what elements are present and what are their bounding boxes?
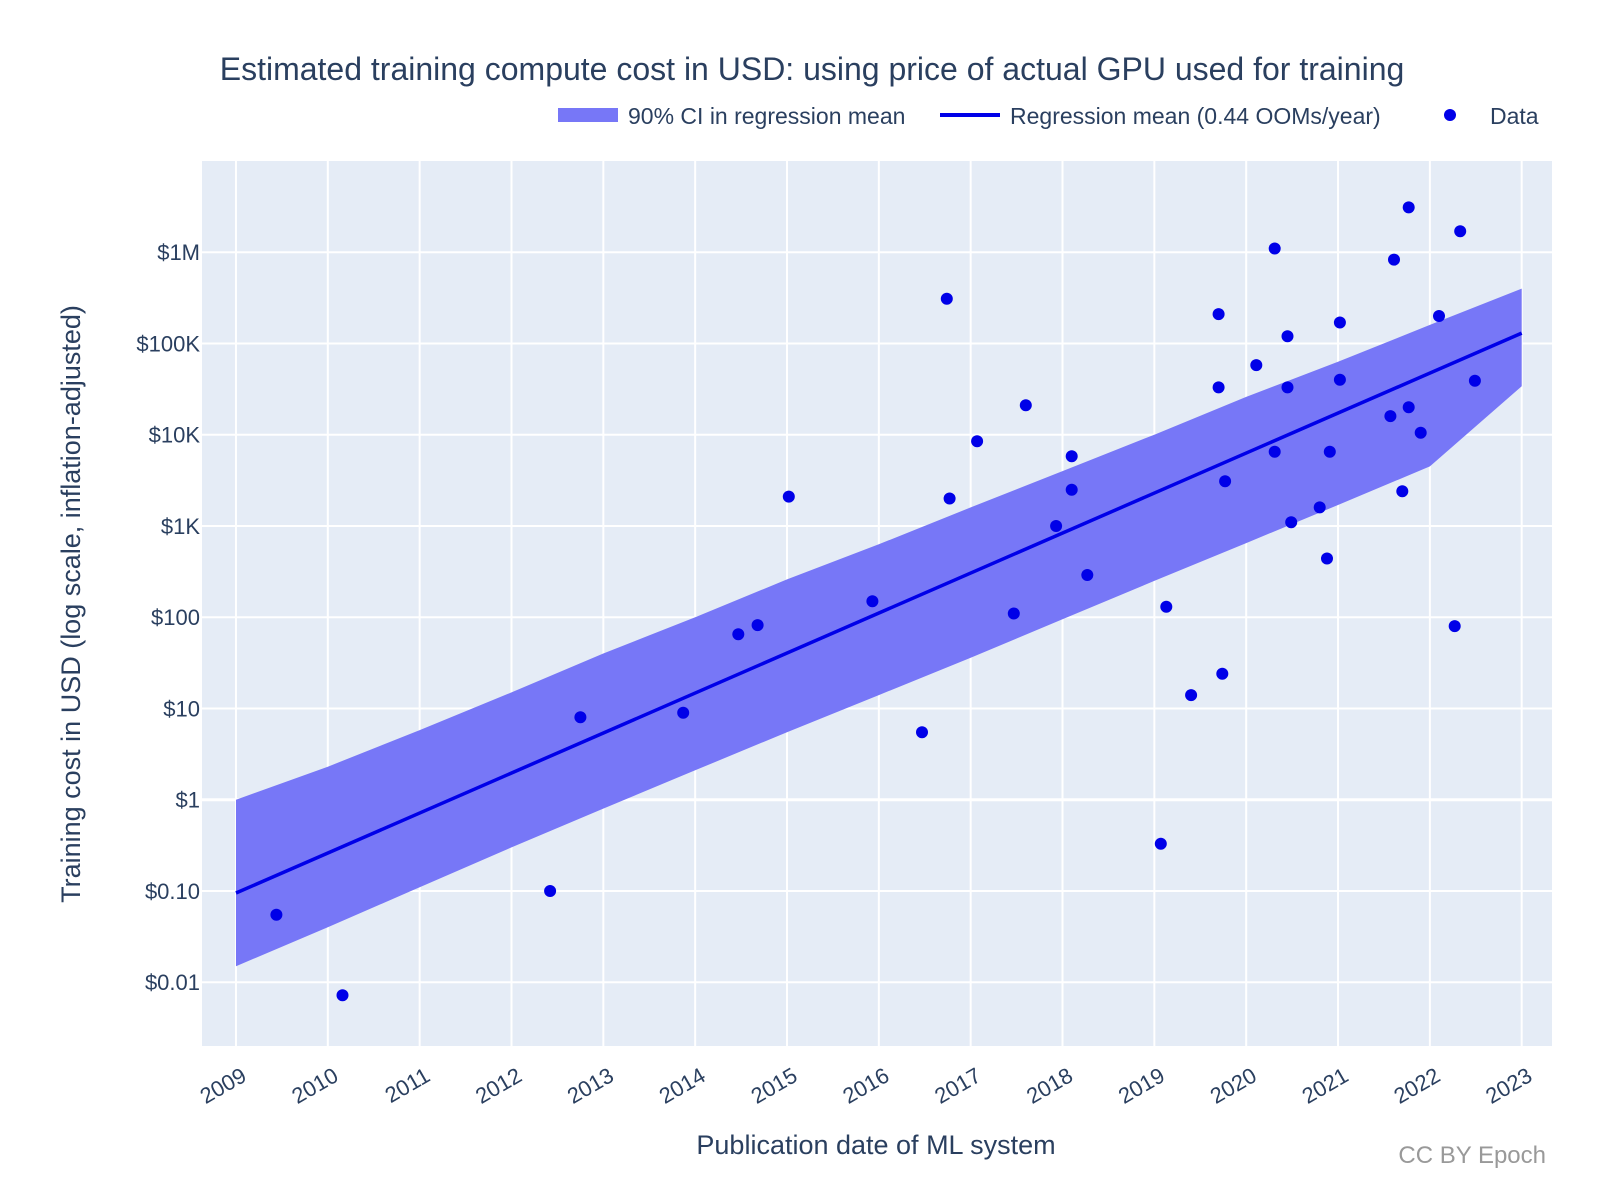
legend-label-band: 90% CI in regression mean — [628, 103, 905, 129]
chart-title: Estimated training compute cost in USD: … — [220, 51, 1405, 87]
data-point-22 — [1212, 308, 1225, 321]
x-axis-ticks: 2009 2010 2011 2012 2013 2014 2015 2016 2017 2018… — [196, 1063, 1537, 1109]
y-axis-ticks: $0.01 $0.10 $1 $10 $100 $1K $10K $100K $1M — [136, 240, 200, 995]
credit-label: CC BY Epoch — [1398, 1142, 1546, 1169]
data-point-38 — [1388, 253, 1400, 266]
data-point-18 — [1081, 569, 1094, 581]
data-point-20 — [1160, 600, 1173, 613]
data-point-37 — [1384, 410, 1397, 423]
data-point-30 — [1281, 381, 1294, 394]
data-point-10 — [940, 292, 953, 305]
y-tick-label-5: $1K — [161, 514, 200, 539]
data-point-35 — [1333, 316, 1346, 329]
data-point-5 — [732, 628, 745, 641]
regression-mean-line — [235, 331, 1523, 895]
data-point-14 — [1019, 399, 1032, 412]
data-point-1 — [336, 989, 349, 1002]
x-tick-label-2011: 2011 — [381, 1063, 434, 1108]
data-point-28 — [1268, 445, 1281, 458]
data-point-2 — [544, 885, 557, 897]
y-tick-label-6: $10K — [149, 423, 201, 448]
legend-label-data: Data — [1490, 103, 1539, 129]
data-point-27 — [1268, 242, 1281, 255]
y-tick-label-8: $1M — [157, 240, 200, 265]
data-point-40 — [1402, 201, 1415, 214]
data-point-46 — [1468, 374, 1481, 387]
x-tick-label-2015: 2015 — [747, 1063, 802, 1109]
x-tick-label-2022: 2022 — [1389, 1063, 1444, 1109]
data-point-9 — [916, 726, 928, 739]
data-point-3 — [574, 711, 587, 724]
x-tick-label-2013: 2013 — [563, 1063, 618, 1109]
y-axis-title: Training cost in USD (log scale, inflati… — [56, 305, 86, 903]
data-points — [270, 201, 1481, 1002]
data-point-21 — [1185, 689, 1198, 702]
data-point-42 — [1414, 426, 1427, 439]
data-point-13 — [1007, 607, 1020, 620]
x-tick-label-2021: 2021 — [1298, 1063, 1353, 1109]
x-tick-label-2014: 2014 — [655, 1063, 710, 1109]
ci-band-layer — [236, 288, 1522, 967]
x-tick-label-2017: 2017 — [930, 1063, 985, 1109]
data-point-7 — [782, 490, 795, 503]
data-point-19 — [1154, 837, 1167, 850]
data-point-6 — [751, 619, 764, 632]
x-axis-title: Publication date of ML system — [696, 1130, 1055, 1160]
x-tick-label-2009: 2009 — [196, 1063, 251, 1109]
data-point-26 — [1250, 359, 1263, 372]
data-point-33 — [1321, 552, 1333, 565]
data-point-12 — [971, 435, 984, 448]
legend-label-line: Regression mean (0.44 OOMs/year) — [1010, 103, 1381, 129]
data-point-24 — [1216, 667, 1229, 680]
x-tick-label-2010: 2010 — [287, 1063, 342, 1109]
legend-swatch-band — [558, 108, 618, 122]
data-point-17 — [1065, 450, 1078, 463]
ci-band — [236, 288, 1522, 967]
y-tick-label-2: $1 — [176, 788, 200, 813]
data-point-34 — [1323, 445, 1336, 458]
data-point-39 — [1396, 485, 1409, 498]
y-tick-label-4: $100 — [151, 605, 200, 630]
data-point-0 — [270, 908, 283, 921]
y-tick-label-1: $0.10 — [145, 879, 200, 904]
data-point-8 — [866, 595, 879, 608]
data-point-31 — [1285, 516, 1298, 529]
x-tick-label-2012: 2012 — [471, 1063, 526, 1109]
data-point-23 — [1212, 381, 1225, 394]
legend: 90% CI in regression mean Regression mea… — [558, 103, 1539, 129]
y-tick-label-0: $0.01 — [145, 970, 200, 995]
legend-swatch-data — [1444, 109, 1456, 121]
data-point-36 — [1333, 373, 1346, 386]
data-point-16 — [1065, 483, 1078, 496]
data-point-44 — [1448, 620, 1461, 633]
data-point-45 — [1454, 225, 1467, 238]
data-point-15 — [1050, 520, 1063, 532]
regression-line-layer — [235, 331, 1523, 895]
y-tick-label-7: $100K — [136, 331, 200, 356]
data-point-43 — [1433, 310, 1445, 322]
data-point-25 — [1219, 475, 1232, 488]
data-point-41 — [1402, 401, 1415, 414]
y-tick-label-3: $10 — [163, 696, 200, 721]
data-point-29 — [1281, 330, 1294, 343]
data-point-11 — [943, 492, 956, 505]
x-tick-label-2016: 2016 — [838, 1063, 893, 1109]
x-tick-label-2018: 2018 — [1022, 1063, 1077, 1109]
data-point-32 — [1313, 501, 1326, 514]
x-tick-label-2023: 2023 — [1481, 1063, 1536, 1109]
data-point-4 — [677, 706, 690, 719]
x-tick-label-2020: 2020 — [1206, 1063, 1261, 1109]
x-tick-label-2019: 2019 — [1114, 1063, 1169, 1109]
